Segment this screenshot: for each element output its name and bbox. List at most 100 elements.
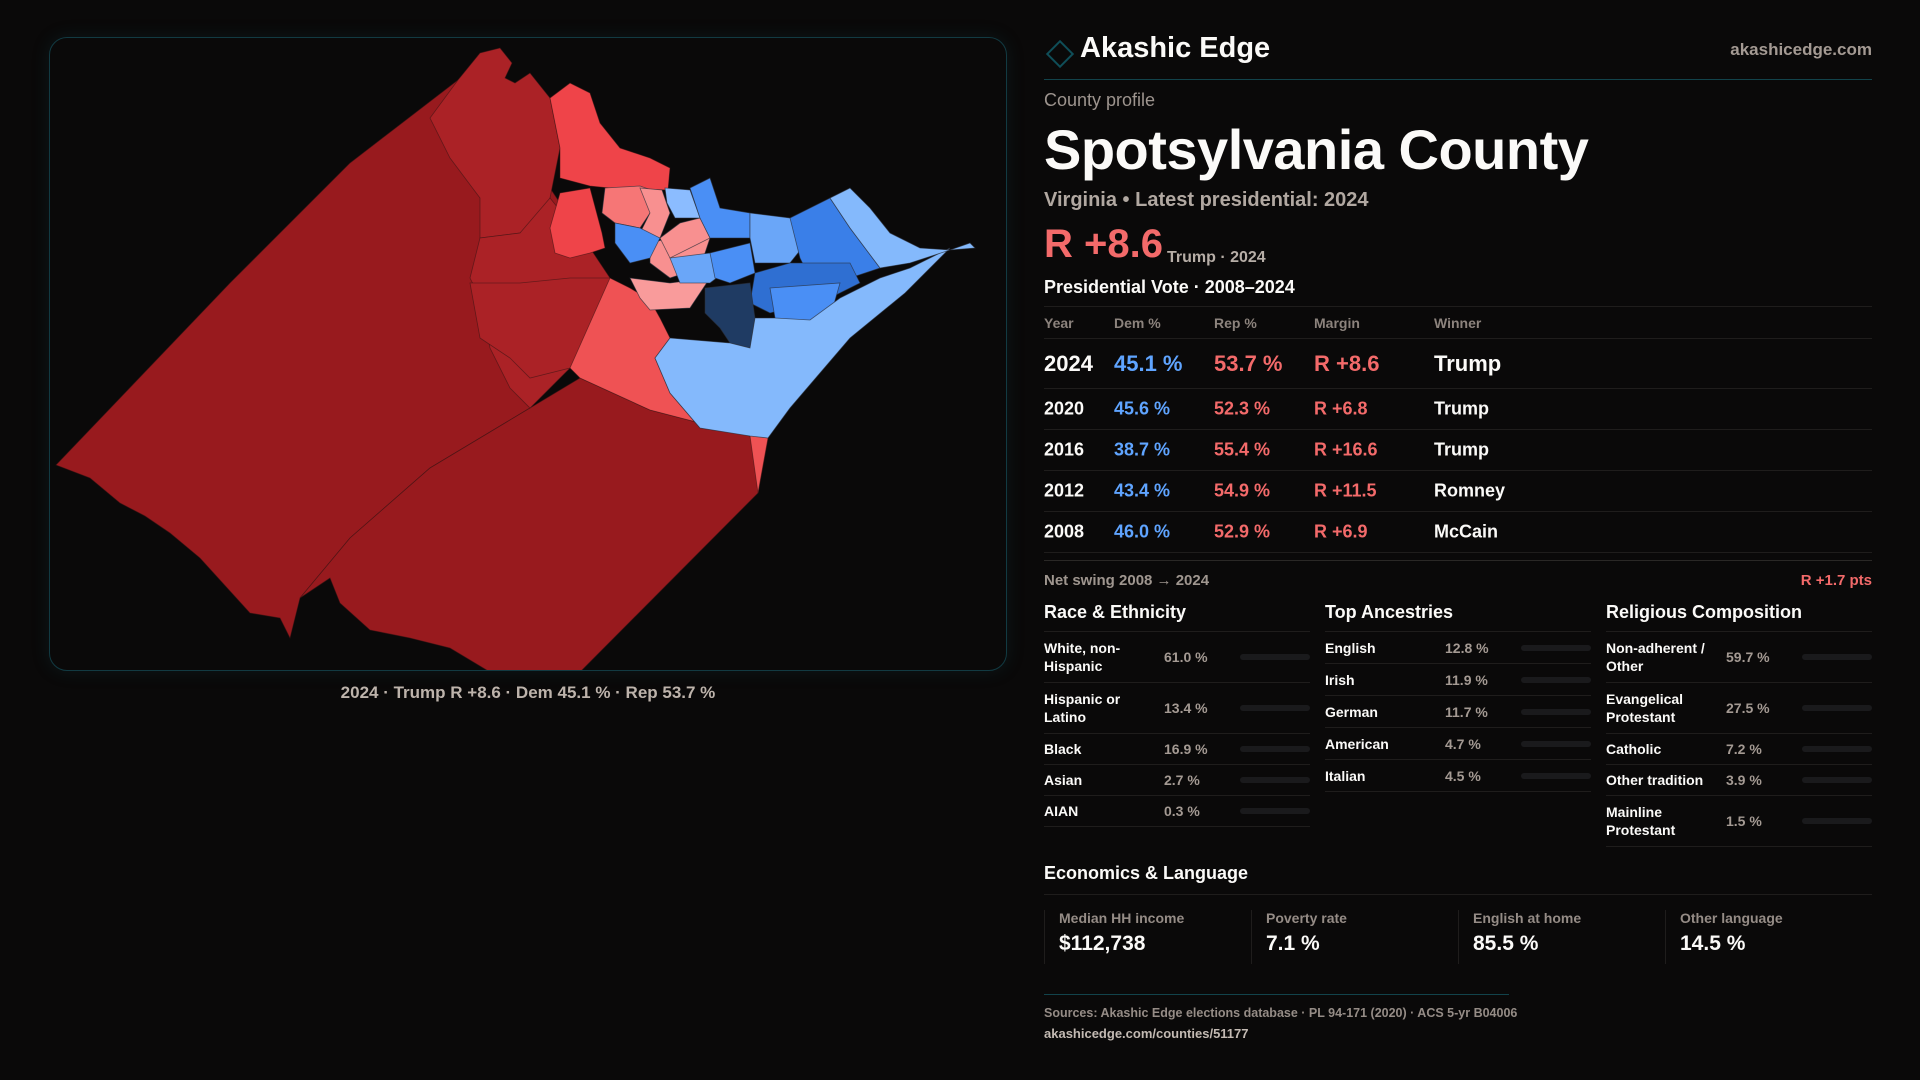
cell-winner: Romney <box>1434 480 1506 501</box>
item-pct: 59.7 % <box>1726 649 1770 665</box>
list-item: Asian 2.7 % <box>1044 765 1310 796</box>
list-item: Non-adherent / Other 59.7 % <box>1606 632 1872 683</box>
precinct-light-red-5[interactable] <box>629 277 711 311</box>
sources-divider <box>1044 994 1509 995</box>
cell-margin: R +16.6 <box>1314 439 1378 460</box>
cell-dem: 45.1 % <box>1114 350 1183 376</box>
item-pct: 4.7 % <box>1445 735 1481 752</box>
cell-rep: 52.9 % <box>1214 521 1271 542</box>
item-pct: 11.7 % <box>1445 703 1488 720</box>
headline-note: Trump · 2024 <box>1167 249 1266 266</box>
religion-section: Religious Composition Non-adherent / Oth… <box>1606 602 1872 847</box>
precinct-dark-blue[interactable] <box>704 282 756 349</box>
item-pct: 13.4 % <box>1164 700 1208 716</box>
item-label: Catholic <box>1606 741 1662 757</box>
precinct-north-east[interactable] <box>549 82 671 191</box>
item-bar <box>1240 746 1310 752</box>
item-label: Non-adherent / Other <box>1606 640 1705 674</box>
table-divider <box>1044 552 1872 560</box>
race-title: Race & Ethnicity <box>1044 602 1310 632</box>
table-row: 2008 46.0 % 52.9 % R +6.9 McCain <box>1044 511 1872 552</box>
item-label: Irish <box>1325 671 1355 688</box>
list-item: German 11.7 % <box>1325 696 1591 728</box>
item-label: English <box>1325 639 1376 656</box>
cell-dem: 45.6 % <box>1114 398 1171 419</box>
item-label: Asian <box>1044 772 1083 788</box>
col-winner: Winner <box>1434 314 1482 331</box>
item-bar <box>1802 818 1872 824</box>
precinct-central-red[interactable] <box>549 187 606 259</box>
item-pct: 3.9 % <box>1726 772 1762 788</box>
precinct-map-svg[interactable] <box>50 38 1007 671</box>
table-header: Year Dem % Rep % Margin Winner <box>1044 306 1872 338</box>
cell-margin: R +8.6 <box>1314 350 1380 376</box>
religion-title: Religious Composition <box>1606 602 1872 632</box>
diamond-logo-icon <box>1045 39 1075 69</box>
col-margin: Margin <box>1314 314 1360 331</box>
list-item: English 12.8 % <box>1325 632 1591 664</box>
cell-rep: 55.4 % <box>1214 439 1271 460</box>
table-row: 2016 38.7 % 55.4 % R +16.6 Trump <box>1044 429 1872 470</box>
presidential-vote-table: Year Dem % Rep % Margin Winner 2024 45.1… <box>1044 306 1872 561</box>
stat-label: Median HH income <box>1059 910 1185 926</box>
cell-rep: 52.3 % <box>1214 398 1271 419</box>
precinct-blue-2[interactable] <box>614 222 661 264</box>
precinct-east-shore[interactable] <box>829 187 976 269</box>
header-divider <box>1044 79 1872 80</box>
list-item: Italian 4.5 % <box>1325 760 1591 792</box>
ancestry-title: Top Ancestries <box>1325 602 1591 632</box>
col-rep: Rep % <box>1214 314 1257 331</box>
net-swing-value: R +1.7 pts <box>1800 572 1872 589</box>
precinct-map[interactable] <box>49 37 1007 671</box>
headline-margin: R +8.6 <box>1044 222 1163 266</box>
site-link[interactable]: akashicedge.com <box>1730 40 1872 59</box>
precinct-east-light-blue[interactable] <box>654 247 951 439</box>
cell-year: 2024 <box>1044 350 1093 376</box>
item-bar <box>1521 708 1591 715</box>
table-row: 2020 45.6 % 52.3 % R +6.8 Trump <box>1044 388 1872 429</box>
stat-card-english: English at home 85.5 % <box>1458 910 1665 964</box>
list-item: American 4.7 % <box>1325 728 1591 760</box>
cell-dem: 43.4 % <box>1114 480 1171 501</box>
precinct-blue-4[interactable] <box>709 242 756 284</box>
item-pct: 12.8 % <box>1445 639 1489 656</box>
stat-value: 85.5 % <box>1473 932 1539 955</box>
item-label: Black <box>1044 741 1082 757</box>
table-row: 2024 45.1 % 53.7 % R +8.6 Trump <box>1044 338 1872 388</box>
presidential-vote-title: Presidential Vote · 2008–2024 <box>1044 277 1295 297</box>
precinct-light-blue-1[interactable] <box>664 187 701 219</box>
ancestry-section: Top Ancestries English 12.8 % Irish 11.9… <box>1325 602 1591 792</box>
cell-rep: 54.9 % <box>1214 480 1271 501</box>
cell-winner: Trump <box>1434 439 1490 460</box>
page-subtitle: Virginia • Latest presidential: 2024 <box>1044 189 1369 211</box>
cell-year: 2012 <box>1044 480 1085 501</box>
cell-winner: Trump <box>1434 398 1490 419</box>
list-item: Catholic 7.2 % <box>1606 734 1872 765</box>
col-dem: Dem % <box>1114 314 1161 331</box>
brand-header: Akashic Edge akashicedge.com <box>1044 30 1872 74</box>
item-label: Other tradition <box>1606 772 1704 788</box>
stat-value: 7.1 % <box>1266 932 1320 955</box>
col-year: Year <box>1044 314 1074 331</box>
cell-winner: McCain <box>1434 521 1499 542</box>
list-item: AIAN 0.3 % <box>1044 796 1310 827</box>
list-item: Hispanic or Latino 13.4 % <box>1044 683 1310 734</box>
item-pct: 1.5 % <box>1726 813 1762 829</box>
item-label: AIAN <box>1044 803 1079 819</box>
item-label: Italian <box>1325 767 1366 784</box>
map-caption: 2024 · Trump R +8.6 · Dem 45.1 % · Rep 5… <box>340 683 716 702</box>
item-pct: 11.9 % <box>1445 671 1488 688</box>
sources-url[interactable]: akashicedge.com/counties/51177 <box>1044 1026 1249 1041</box>
list-item: Black 16.9 % <box>1044 734 1310 765</box>
cell-dem: 38.7 % <box>1114 439 1171 460</box>
brand-name[interactable]: Akashic Edge <box>1080 32 1271 64</box>
stat-card-other-language: Other language 14.5 % <box>1665 910 1872 964</box>
item-bar <box>1240 808 1310 814</box>
item-bar <box>1802 746 1872 752</box>
item-bar <box>1240 705 1310 711</box>
page-eyebrow: County profile <box>1044 90 1156 110</box>
race-ethnicity-section: Race & Ethnicity White, non-Hispanic 61.… <box>1044 602 1310 827</box>
net-swing: Net swing 2008 → 2024 R +1.7 pts <box>1044 572 1872 589</box>
item-label: Evangelical Protestant <box>1606 691 1684 725</box>
list-item: Evangelical Protestant 27.5 % <box>1606 683 1872 734</box>
